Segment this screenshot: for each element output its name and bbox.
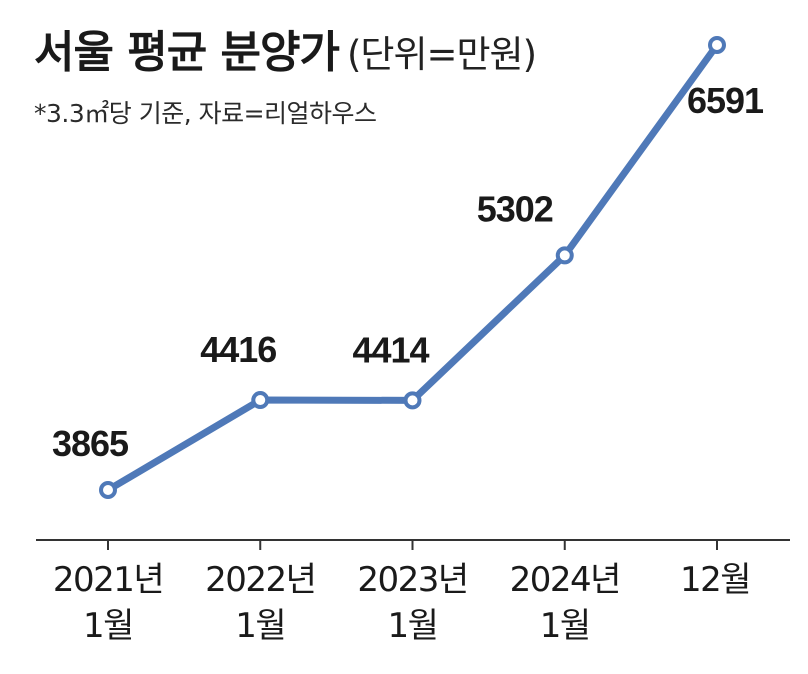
data-label: 4414 bbox=[352, 329, 429, 370]
chart-title: 서울 평균 분양가 (단위=만원) bbox=[34, 16, 537, 80]
data-point bbox=[99, 481, 117, 499]
chart-unit: (단위=만원) bbox=[347, 33, 537, 76]
x-tick-label: 1월 bbox=[235, 606, 285, 646]
x-tick-label: 1월 bbox=[540, 606, 590, 646]
data-points bbox=[99, 36, 726, 499]
x-tick-label: 12월 bbox=[680, 560, 750, 600]
x-tick-label: 2021년 bbox=[53, 560, 163, 600]
data-labels: 3865 4416 4414 5302 6591 bbox=[52, 80, 765, 464]
x-tick-labels: 2021년 1월 2022년 1월 2023년 1월 2024년 1월 12월 bbox=[53, 560, 752, 646]
x-tick-label: 2022년 bbox=[205, 560, 315, 600]
series-line bbox=[104, 41, 721, 494]
data-label: 3865 bbox=[52, 423, 129, 464]
data-point bbox=[403, 391, 422, 410]
data-label: 4416 bbox=[200, 329, 276, 370]
chart-title-text: 서울 평균 분양가 bbox=[34, 27, 340, 78]
x-tick-label: 1월 bbox=[83, 606, 133, 646]
series-line-layer bbox=[104, 41, 721, 494]
data-label: 5302 bbox=[477, 188, 553, 229]
data-point bbox=[555, 246, 574, 265]
chart-note: *3.3㎡당 기준, 자료=리얼하우스 bbox=[34, 99, 377, 128]
x-axis bbox=[36, 539, 790, 550]
data-point bbox=[251, 391, 270, 410]
x-tick-label: 2024년 bbox=[510, 560, 620, 600]
data-label: 6591 bbox=[687, 80, 764, 121]
x-tick-label: 2023년 bbox=[357, 560, 467, 600]
data-point bbox=[708, 36, 726, 54]
x-tick-label: 1월 bbox=[388, 606, 438, 646]
